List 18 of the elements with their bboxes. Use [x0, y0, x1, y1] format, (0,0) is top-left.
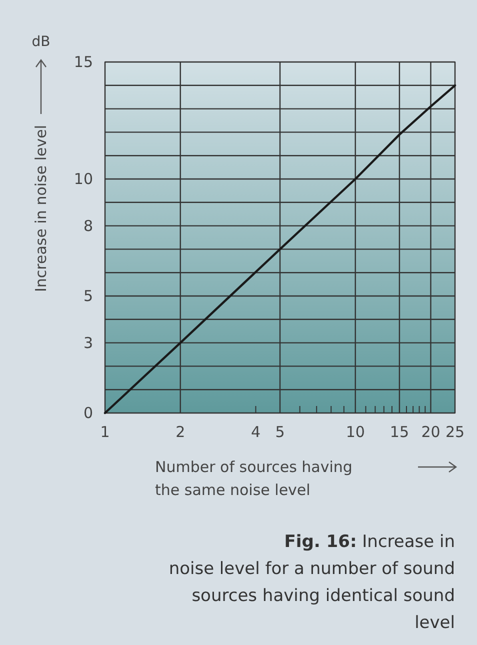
x-tick-label: 20	[421, 423, 440, 441]
y-tick-label: 10	[74, 170, 93, 188]
y-tick-label: 3	[83, 334, 93, 352]
x-tick-label: 25	[445, 423, 465, 441]
y-tick-label: 8	[83, 216, 93, 235]
y-tick-label: 5	[83, 287, 93, 305]
y-tick-label: 15	[74, 53, 93, 71]
x-tick-label: 1	[100, 423, 110, 441]
x-tick-label: 10	[346, 423, 365, 441]
x-tick-label: 2	[176, 423, 186, 441]
x-axis-title: Number of sources having the same noise level	[155, 458, 352, 499]
text: dB	[32, 34, 50, 50]
x-tick-label: 4	[250, 423, 261, 441]
x-tick-label: 15	[390, 423, 410, 441]
y-axis-title: Increase in noise level	[32, 124, 50, 292]
text: Fig. 16: Increase in noise level for a number of sound sources having identical sound level	[168, 532, 455, 633]
x-tick-label: 5	[275, 423, 285, 441]
y-tick-label: 0	[83, 404, 93, 422]
